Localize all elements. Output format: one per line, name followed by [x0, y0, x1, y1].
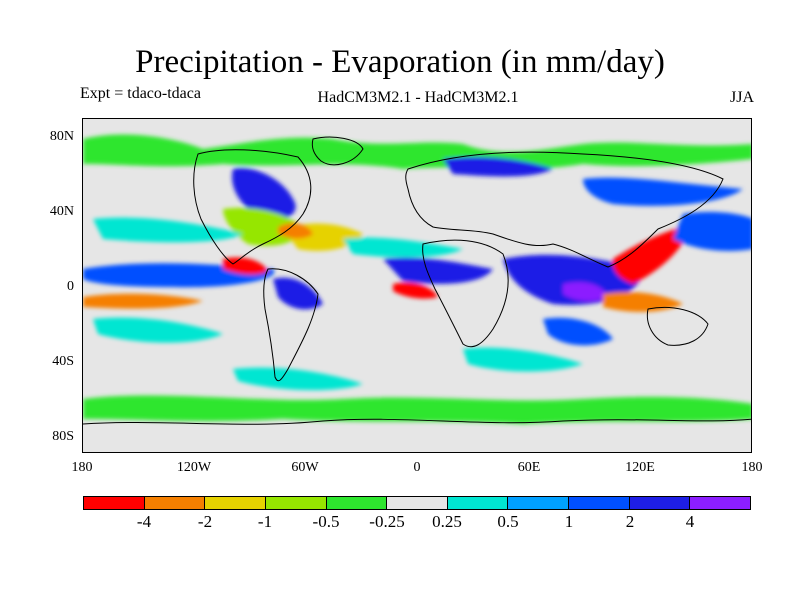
- patch-na-green: [223, 207, 303, 246]
- patch-arctic-green: [83, 134, 751, 169]
- patch-wp-blue: [673, 211, 751, 251]
- colorbar-label: -0.25: [369, 512, 405, 531]
- coast-australia: [646, 306, 709, 346]
- patch-afr-blue: [383, 257, 493, 284]
- colorbar-swatch: [629, 497, 691, 509]
- lon-label: 120E: [625, 460, 655, 475]
- lon-label: 120W: [176, 460, 212, 475]
- colorbar-label: 2: [625, 512, 635, 531]
- patch-centam-red: [223, 257, 268, 275]
- patch-south-io-blue: [543, 317, 613, 346]
- chart-title: Precipitation - Evaporation (in mm/day): [135, 44, 665, 80]
- patch-na-blue: [232, 168, 296, 221]
- colorbar-label: -0.5: [312, 512, 340, 531]
- patch-atl-cyan: [343, 237, 463, 258]
- lat-label: 40N: [49, 204, 74, 219]
- colorbar-swatch: [508, 497, 570, 509]
- map-panel: [82, 118, 752, 453]
- coast-antarctica: [83, 418, 751, 425]
- patch-pacific-s-cyan: [93, 317, 223, 343]
- patch-south-atl-cyan: [463, 347, 583, 372]
- patch-south-green-band: [83, 395, 751, 424]
- colorbar: [83, 496, 751, 510]
- experiment-label: Expt = tdaco-tdaca: [80, 85, 201, 102]
- lon-label: 60W: [291, 460, 319, 475]
- colorbar-swatch: [265, 497, 327, 509]
- colorbar-swatch: [326, 497, 388, 509]
- lon-label: 60E: [517, 460, 541, 475]
- models-label: HadCM3M2.1 - HadCM3M2.1: [317, 89, 519, 106]
- field-patches: [83, 134, 751, 424]
- lat-label: 0: [67, 279, 74, 294]
- colorbar-label: 0.25: [432, 512, 462, 531]
- lat-label: 40S: [52, 354, 74, 369]
- patch-siberia-blue: [443, 157, 553, 177]
- patch-gulf-guinea-red: [393, 282, 438, 299]
- patch-sa-blue: [273, 277, 323, 310]
- colorbar-label: 1: [564, 512, 574, 531]
- colorbar-swatch: [84, 497, 145, 509]
- colorbar-swatch: [447, 497, 509, 509]
- coast-greenland: [311, 136, 364, 166]
- coastlines: [83, 136, 751, 425]
- lon-label: 0: [413, 460, 421, 475]
- coast-africa: [422, 239, 509, 348]
- lat-label: 80S: [52, 429, 74, 444]
- patch-pacific-s-orange: [83, 293, 203, 309]
- colorbar-swatch: [569, 497, 630, 509]
- patch-antarctic-cyan: [233, 367, 363, 391]
- lat-label: 80N: [49, 129, 74, 144]
- patch-wp-red: [612, 224, 693, 284]
- colorbar-label: -1: [257, 512, 273, 531]
- colorbar-label: -4: [136, 512, 152, 531]
- precip-evap-map: [83, 134, 751, 425]
- coast-eurasia: [405, 151, 724, 268]
- patch-io-purple: [563, 282, 608, 301]
- patch-wp-orange: [603, 292, 683, 312]
- colorbar-label: 4: [685, 512, 695, 531]
- lon-label: 180: [71, 460, 93, 475]
- patch-nw-pac-cyan: [93, 217, 243, 243]
- colorbar-label: -2: [197, 512, 213, 531]
- patch-pacific-n-blue: [583, 177, 743, 206]
- colorbar-swatch: [144, 497, 206, 509]
- coast-south-america: [263, 268, 319, 382]
- colorbar-swatch: [690, 497, 751, 509]
- coast-north-america: [193, 149, 312, 265]
- season-label: JJA: [729, 89, 754, 106]
- patch-atl-orange: [278, 223, 313, 239]
- lon-label: 180: [741, 460, 763, 475]
- colorbar-swatch: [205, 497, 266, 509]
- colorbar-label: 0.5: [497, 512, 519, 531]
- colorbar-swatch: [387, 497, 448, 509]
